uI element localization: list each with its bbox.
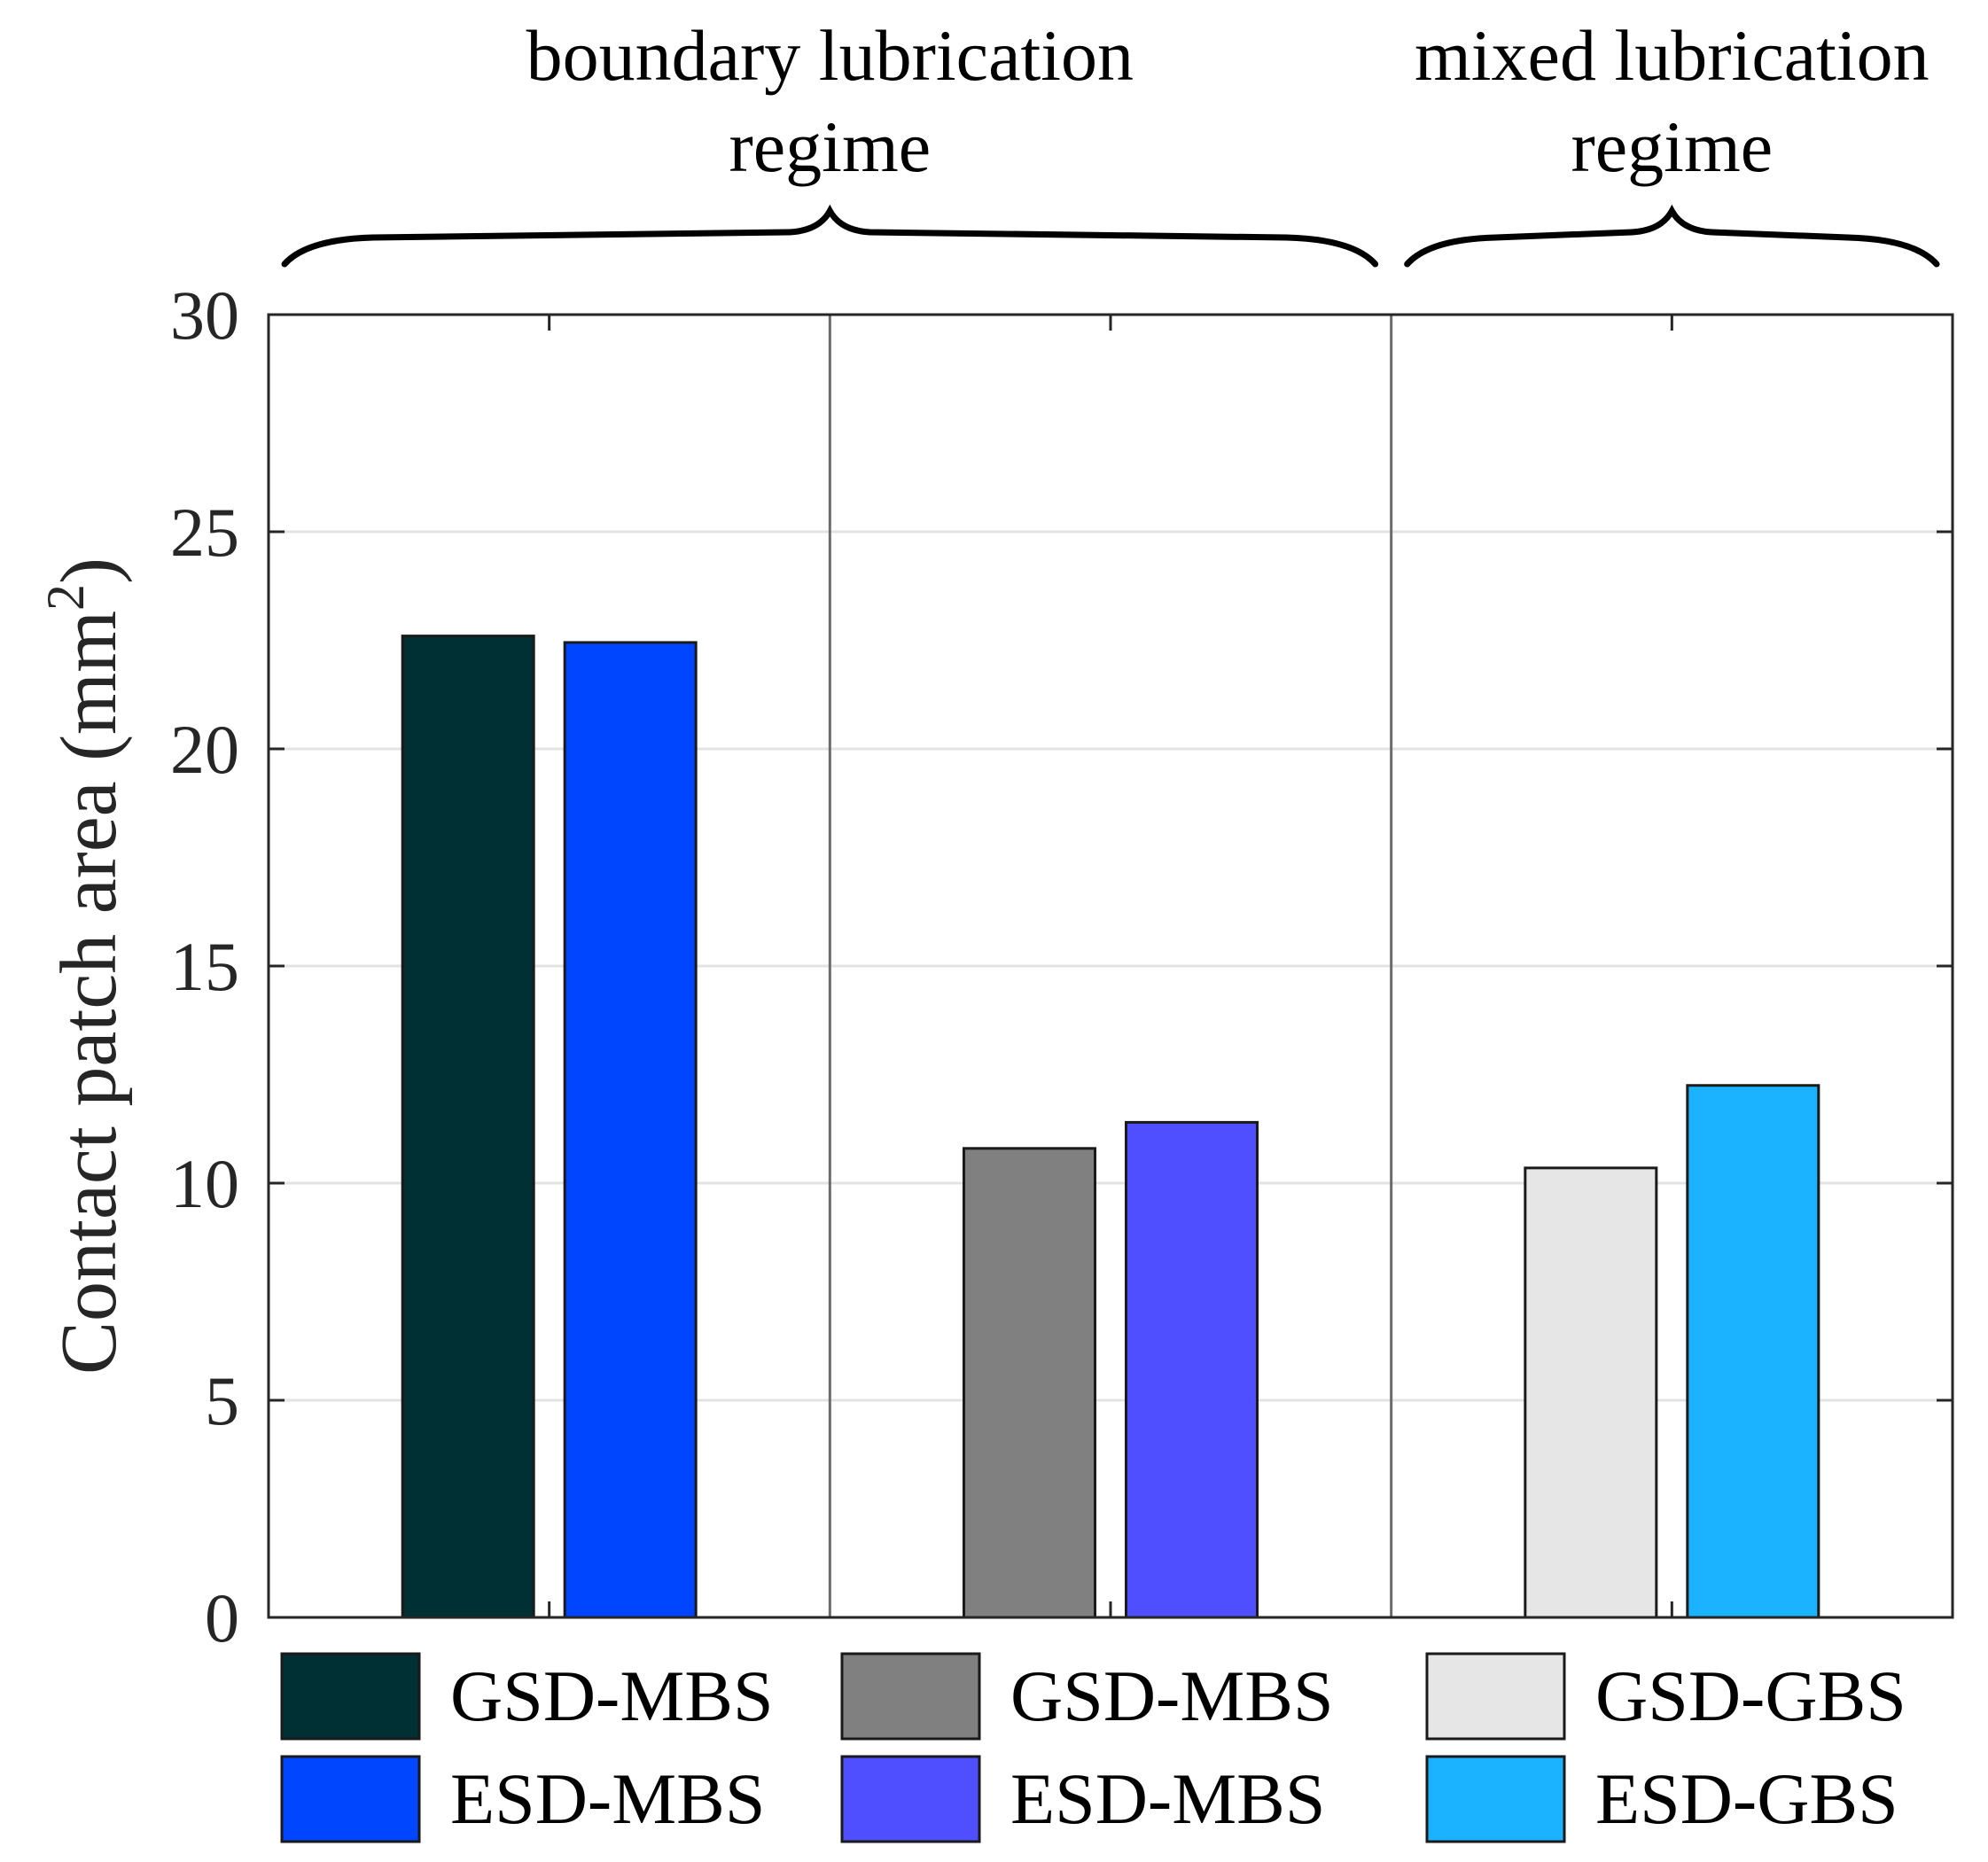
legend-swatch	[1425, 1652, 1566, 1741]
y-tick-label: 5	[205, 1362, 239, 1439]
bar-gsd-mbs-group-1	[401, 635, 535, 1619]
y-tick-label: 20	[170, 711, 239, 788]
bar-gsd-gbs-group-3	[1524, 1166, 1658, 1619]
regime-brace-1	[281, 204, 1379, 268]
legend-swatch	[280, 1652, 421, 1741]
bar-esd-mbs-group-1	[563, 641, 698, 1619]
y-axis-label: Contact patch area (mm2)	[36, 557, 133, 1375]
bar-esd-gbs-group-3	[1686, 1084, 1820, 1619]
regime-label-line1: mixed lubrication	[1415, 15, 1930, 96]
legend-swatch	[1425, 1755, 1566, 1843]
y-tick-label: 30	[170, 277, 239, 354]
bars	[401, 635, 1820, 1619]
regime-label-line2: regime	[1571, 106, 1773, 187]
legend-swatch	[840, 1652, 981, 1741]
group-dividers	[828, 315, 1393, 1617]
legend: GSD-MBS ESD-MBS GSD-MBS ESD-MBS GSD-GBS ESD-G…	[280, 1652, 1906, 1843]
legend-swatch	[840, 1755, 981, 1843]
y-tick-label: 15	[170, 928, 239, 1005]
regime-annotations: boundary lubrication regime mixed lubricat…	[281, 15, 1940, 268]
legend-label: ESD-MBS	[1010, 1758, 1325, 1839]
regime-label-line2: regime	[729, 106, 931, 187]
bar-esd-mbs-group-2	[1125, 1120, 1259, 1619]
regime-label-line1: boundary lubrication	[526, 15, 1134, 96]
legend-swatch	[280, 1755, 421, 1843]
regime-brace-2	[1404, 204, 1940, 268]
axes: 0 5 10 15 20 25 30 Contact patch area (mm2)	[36, 277, 1954, 1656]
legend-label: ESD-GBS	[1595, 1758, 1898, 1839]
bar-gsd-mbs-group-2	[963, 1147, 1096, 1619]
y-tick-label: 0	[205, 1579, 239, 1656]
legend-label: GSD-GBS	[1595, 1656, 1906, 1736]
legend-label: GSD-MBS	[450, 1656, 774, 1736]
axes-box	[267, 313, 1954, 1619]
y-tick-label: 25	[170, 494, 239, 571]
legend-label: ESD-MBS	[450, 1758, 765, 1839]
legend-label: GSD-MBS	[1010, 1656, 1334, 1736]
y-tick-label: 10	[170, 1145, 239, 1222]
grid-layer	[269, 530, 1953, 1402]
